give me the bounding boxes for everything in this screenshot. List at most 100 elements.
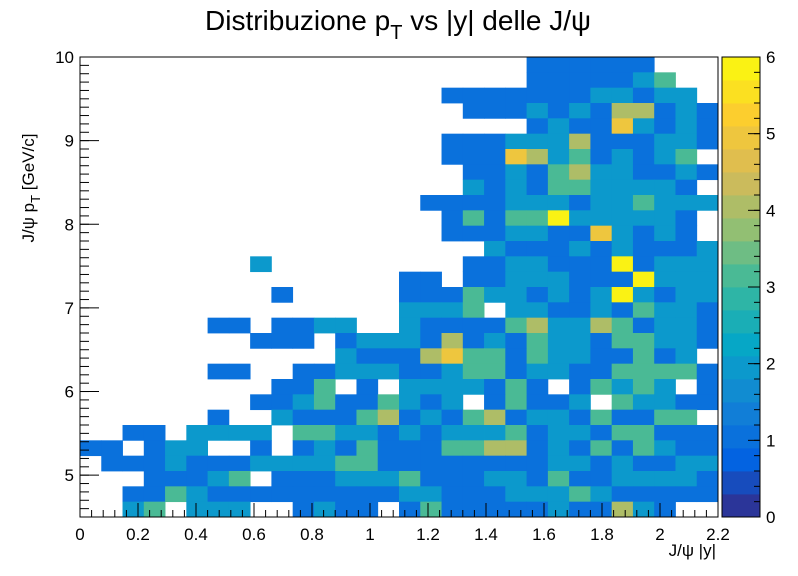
heatmap-cell — [165, 455, 187, 472]
heatmap-cell — [526, 501, 549, 518]
heatmap-cell — [675, 149, 698, 165]
heatmap-cell — [505, 133, 527, 150]
heatmap-cell — [292, 425, 315, 441]
heatmap-cell — [611, 241, 634, 257]
heatmap-cell — [590, 241, 613, 257]
heatmap-cell — [654, 287, 676, 303]
heatmap-cell — [696, 271, 719, 288]
heatmap-cell — [420, 440, 442, 457]
heatmap-cell — [675, 471, 698, 487]
heatmap-cell — [462, 379, 485, 395]
heatmap-cell — [654, 103, 676, 119]
heatmap-cell — [547, 133, 570, 150]
heatmap-cell — [484, 133, 506, 150]
heatmap-cell — [399, 425, 421, 441]
heatmap-cell — [441, 133, 464, 150]
heatmap-cell — [569, 271, 591, 288]
heatmap-cell — [654, 72, 676, 89]
heatmap-cell — [611, 409, 634, 426]
heatmap-cell — [696, 164, 719, 181]
heatmap-cell — [526, 179, 549, 196]
y-axis-label: J/ψ pT [GeV/c] — [19, 134, 43, 243]
heatmap-cell — [143, 501, 166, 518]
z-tick-label: 3 — [766, 278, 775, 297]
heatmap-cell — [590, 425, 613, 441]
heatmap-cell — [590, 72, 613, 89]
heatmap-cell — [526, 486, 549, 503]
x-axis-label: J/ψ |y| — [669, 541, 716, 560]
heatmap-cell — [569, 348, 591, 365]
heatmap-cell — [207, 486, 230, 503]
heatmap-cell — [399, 287, 421, 303]
heatmap-cell — [547, 57, 570, 73]
heatmap-cell — [143, 440, 166, 457]
heatmap-cell — [143, 471, 166, 487]
heatmap-cell — [590, 287, 613, 303]
heatmap-cell — [441, 440, 464, 457]
heatmap-cell — [207, 317, 230, 334]
heatmap-cell — [632, 164, 655, 181]
heatmap-cell — [526, 57, 549, 73]
heatmap-cell — [462, 501, 485, 518]
heatmap-cell — [441, 486, 464, 503]
x-tick-label: 1 — [365, 525, 374, 544]
x-tick-label: 1.6 — [532, 525, 556, 544]
heatmap-cell — [526, 455, 549, 472]
heatmap-cell — [611, 87, 634, 104]
heatmap-cell — [590, 195, 613, 211]
heatmap-cell — [696, 455, 719, 472]
heatmap-cell — [356, 425, 379, 441]
heatmap-cell — [484, 195, 506, 211]
heatmap-cell — [526, 72, 549, 89]
heatmap-cell — [526, 210, 549, 227]
heatmap-cell — [186, 501, 208, 518]
heatmap-cell — [632, 440, 655, 457]
heatmap-cell — [547, 455, 570, 472]
heatmap-cell — [611, 363, 634, 380]
heatmap-cell — [484, 317, 506, 334]
heatmap-cell — [632, 363, 655, 380]
palette-band — [722, 471, 760, 495]
heatmap-cell — [441, 425, 464, 441]
palette-band — [722, 241, 760, 265]
heatmap-cell — [526, 317, 549, 334]
heatmap-cell — [569, 486, 591, 503]
heatmap-cell — [441, 409, 464, 426]
x-tick-label: 0.4 — [184, 525, 208, 544]
heatmap-cell — [420, 317, 442, 334]
heatmap-cell — [462, 302, 485, 319]
heatmap-cell — [675, 133, 698, 150]
heatmap-cell — [569, 241, 591, 257]
z-tick-label: 0 — [766, 508, 775, 527]
heatmap-cell — [207, 501, 230, 518]
heatmap-cell — [292, 471, 315, 487]
heatmap-cell — [547, 471, 570, 487]
heatmap-cell — [377, 333, 400, 349]
heatmap-cell — [420, 195, 442, 211]
heatmap-cell — [484, 179, 506, 196]
heatmap-cell — [313, 501, 336, 518]
z-tick-label: 6 — [766, 48, 775, 67]
heatmap-cell — [590, 256, 613, 273]
heatmap-cell — [441, 287, 464, 303]
heatmap-cell — [611, 287, 634, 303]
heatmap-cell — [484, 409, 506, 426]
heatmap-cell — [484, 103, 506, 119]
heatmap-cell — [611, 149, 634, 165]
heatmap-cell — [675, 179, 698, 196]
heatmap-cell — [505, 333, 527, 349]
heatmap-cell — [505, 225, 527, 242]
heatmap-cell — [313, 379, 336, 395]
palette-band — [722, 425, 760, 449]
heatmap-cell — [335, 317, 357, 334]
heatmap-cell — [590, 501, 613, 518]
heatmap-cell — [654, 256, 676, 273]
heatmap-cell — [441, 471, 464, 487]
heatmap-cell — [462, 317, 485, 334]
x-tick-label: 0.2 — [126, 525, 150, 544]
heatmap-cell — [292, 440, 315, 457]
heatmap-cell — [654, 409, 676, 426]
heatmap-cell — [696, 363, 719, 380]
heatmap-cell — [101, 455, 123, 472]
heatmap-cell — [654, 501, 676, 518]
